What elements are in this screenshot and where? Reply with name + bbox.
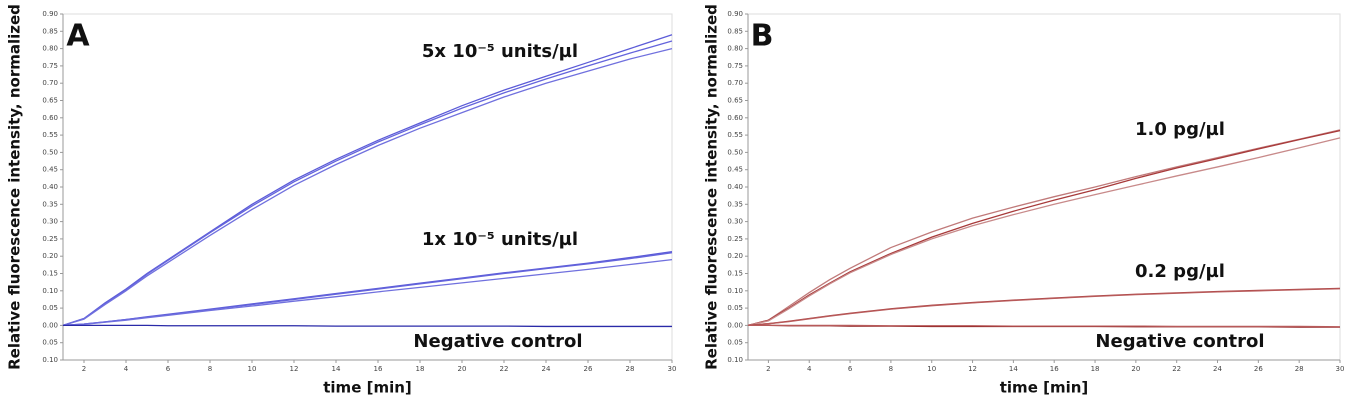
plot-area [747,13,1341,361]
x-tick-label: 26 [1254,365,1263,373]
y-tick-label: 0.35 [727,200,743,208]
panel-label: A [66,19,90,54]
x-tick-label: 18 [416,365,425,373]
data-line [62,251,673,327]
x-tick-label: 10 [248,365,257,373]
data-line [63,324,672,328]
x-tick-label: 30 [668,365,677,373]
panel-label: B [751,19,774,54]
x-tick-label: 2 [82,365,86,373]
x-tick-label: 10 [927,365,936,373]
x-tick-label: 6 [848,365,853,373]
y-tick-label: 0.45 [727,166,743,174]
y-tick-label: 0.25 [727,235,743,243]
annotation: 0.2 pg/µl [1135,261,1225,282]
data-line [62,47,673,327]
annotation: 1.0 pg/µl [1135,119,1225,140]
y-tick-label: 0.10 [42,356,58,364]
x-tick-label: 2 [766,365,770,373]
data-line [748,324,1341,328]
y-tick-label: 0.85 [42,27,58,35]
annotation: Negative control [413,331,582,352]
y-tick-label: 0.65 [727,97,743,105]
y-axis-label: Relative fluorescence intensity, normali… [6,4,24,370]
y-tick-label: 0.60 [42,114,58,122]
x-tick-label: 4 [807,365,812,373]
data-line [747,129,1341,327]
y-tick-label: 0.05 [42,304,58,312]
x-tick-label: 16 [1050,365,1059,373]
y-tick-label: 0.80 [727,45,743,53]
y-tick-label: 0.15 [42,270,58,278]
y-tick-label: 0.90 [42,10,58,18]
y-tick-label: 0.60 [727,114,743,122]
y-tick-label: 0.35 [42,200,58,208]
data-line [62,34,673,327]
y-tick-label: 0.30 [42,218,58,226]
plot-area [62,13,673,361]
y-tick-label: 0.10 [727,287,743,295]
y-tick-label: 0.50 [727,148,743,156]
x-tick-label: 18 [1091,365,1100,373]
x-tick-label: 12 [968,365,977,373]
y-tick-label: 0.70 [727,79,743,87]
y-tick-label: 0.05 [42,339,58,347]
y-tick-label: 0.40 [42,183,58,191]
y-tick-label: 0.80 [42,45,58,53]
y-tick-label: 0.40 [727,183,743,191]
data-line [747,288,1341,327]
y-tick-label: 0.70 [42,79,58,87]
y-tick-label: 0.00 [42,321,58,329]
x-tick-label: 24 [542,365,551,373]
y-tick-label: 0.20 [42,252,58,260]
y-tick-label: 0.10 [42,287,58,295]
x-tick-label: 14 [332,365,341,373]
data-line [62,40,673,327]
y-tick-label: 0.05 [727,339,743,347]
x-tick-label: 14 [1009,365,1018,373]
y-tick-label: 0.25 [42,235,58,243]
x-tick-label: 8 [889,365,893,373]
x-tick-label: 26 [584,365,593,373]
y-tick-label: 0.15 [727,270,743,278]
x-tick-label: 12 [290,365,299,373]
y-tick-label: 0.10 [727,356,743,364]
x-tick-label: 16 [374,365,383,373]
annotation: 5x 10⁻⁵ units/µl [422,41,578,62]
y-axis-label: Relative fluorescence intensity, normali… [703,4,721,370]
x-tick-label: 28 [1295,365,1304,373]
y-tick-label: 0.75 [42,62,58,70]
x-tick-label: 22 [500,365,509,373]
y-tick-label: 0.00 [727,321,743,329]
y-tick-label: 0.55 [42,131,58,139]
x-axis-label: time [min] [1000,379,1089,397]
x-tick-label: 4 [124,365,129,373]
x-tick-label: 20 [458,365,467,373]
y-tick-label: 0.65 [42,97,58,105]
data-line [747,287,1341,327]
annotation: Negative control [1095,331,1264,352]
x-tick-label: 6 [166,365,171,373]
annotation: 1x 10⁻⁵ units/µl [422,229,578,250]
x-tick-label: 22 [1172,365,1181,373]
data-line [747,137,1341,327]
data-line [62,259,673,327]
x-tick-label: 28 [626,365,635,373]
y-tick-label: 0.20 [727,252,743,260]
x-tick-label: 20 [1131,365,1140,373]
y-tick-label: 0.55 [727,131,743,139]
x-tick-label: 30 [1336,365,1345,373]
x-tick-label: 24 [1213,365,1222,373]
y-tick-label: 0.45 [42,166,58,174]
y-tick-label: 0.75 [727,62,743,70]
y-tick-label: 0.85 [727,27,743,35]
y-tick-label: 0.50 [42,148,58,156]
y-tick-label: 0.05 [727,304,743,312]
data-line [747,129,1341,327]
x-tick-label: 8 [208,365,212,373]
y-tick-label: 0.30 [727,218,743,226]
x-axis-label: time [min] [323,379,412,397]
y-tick-label: 0.90 [727,10,743,18]
